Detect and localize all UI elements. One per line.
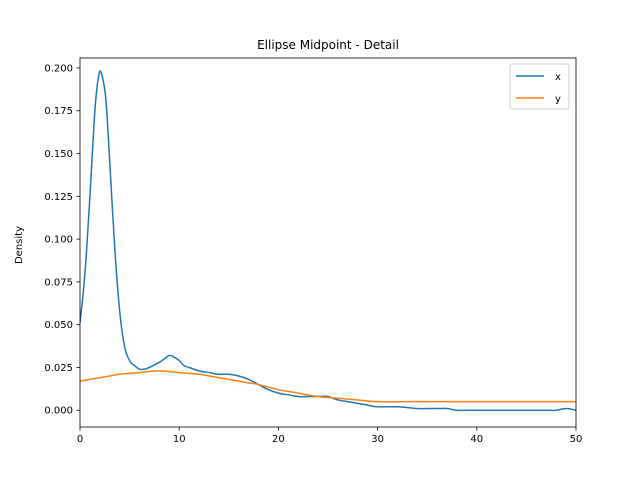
- y-tick-label: 0.000: [44, 406, 73, 417]
- y-tick-label: 0.200: [44, 63, 73, 74]
- x-axis: 0 10 20 30 40 50: [77, 427, 583, 445]
- x-tick-label: 50: [570, 434, 583, 445]
- y-tick-label: 0.050: [44, 320, 73, 331]
- y-axis-label: Density: [14, 226, 25, 264]
- plot-area: [79, 57, 577, 428]
- x-tick-label: 0: [77, 434, 83, 445]
- y-axis: 0.000 0.025 0.050 0.075 0.100 0.125 0.150 0.175…: [44, 63, 80, 417]
- x-tick-label: 30: [371, 434, 384, 445]
- legend-label-y: y: [555, 94, 561, 105]
- x-tick-label: 10: [173, 434, 186, 445]
- y-tick-label: 0.150: [44, 149, 73, 160]
- chart-title: Ellipse Midpoint - Detail: [257, 38, 399, 52]
- y-tick-label: 0.025: [44, 363, 73, 374]
- legend: xy: [509, 63, 570, 110]
- series-line-y: [80, 370, 576, 403]
- axes-frame: [79, 57, 577, 428]
- y-tick-label: 0.125: [44, 192, 73, 203]
- series-line-x: [80, 70, 576, 412]
- y-tick-label: 0.100: [44, 235, 73, 246]
- y-tick-label: 0.075: [44, 277, 73, 288]
- x-tick-label: 20: [272, 434, 285, 445]
- legend-label-x: x: [555, 72, 561, 83]
- x-tick-label: 40: [470, 434, 483, 445]
- y-tick-label: 0.175: [44, 106, 73, 117]
